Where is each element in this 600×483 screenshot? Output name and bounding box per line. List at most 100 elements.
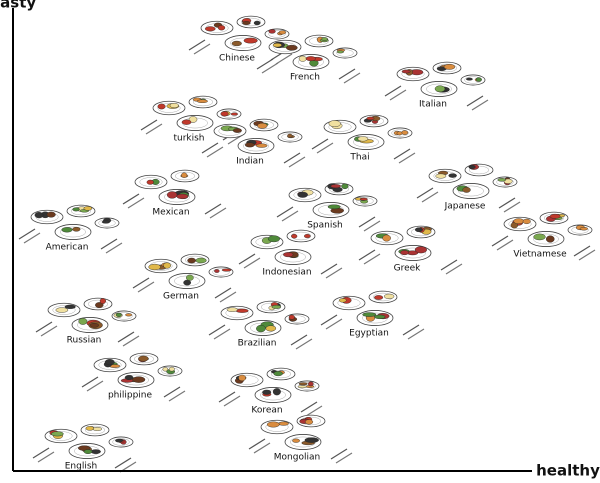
- food: [196, 99, 208, 103]
- food: [383, 293, 395, 299]
- cuisine-label: Mexican: [152, 208, 189, 218]
- cuisine-label: turkish: [173, 134, 204, 144]
- fork: [573, 245, 591, 257]
- plate-rim: [336, 49, 354, 57]
- food: [513, 218, 524, 224]
- fork: [132, 277, 150, 289]
- food: [268, 29, 276, 34]
- plate-rim: [60, 226, 86, 238]
- cuisine-label: Spanish: [307, 221, 343, 231]
- food: [176, 193, 189, 200]
- food: [55, 307, 69, 313]
- plate-rim: [49, 431, 73, 441]
- food: [90, 449, 101, 454]
- food: [267, 235, 280, 243]
- food: [374, 314, 386, 320]
- knife: [295, 338, 313, 350]
- fork: [100, 238, 118, 250]
- cuisine-label: Greek: [394, 264, 422, 274]
- food: [475, 77, 482, 82]
- knife: [578, 249, 596, 261]
- plate-rim: [133, 354, 155, 364]
- fork: [117, 331, 135, 343]
- knife: [127, 197, 145, 209]
- knife: [503, 201, 521, 213]
- knife: [335, 452, 353, 464]
- knife: [288, 156, 306, 168]
- food: [226, 307, 238, 312]
- knife: [305, 405, 323, 417]
- food: [330, 184, 341, 189]
- knife: [219, 291, 237, 303]
- fork: [32, 447, 50, 459]
- knife: [445, 263, 463, 275]
- food: [183, 279, 192, 286]
- food: [266, 421, 280, 428]
- food: [195, 257, 207, 264]
- food: [46, 211, 56, 218]
- fork: [491, 235, 509, 247]
- plate-rim: [281, 133, 299, 141]
- food: [232, 128, 242, 133]
- knife: [363, 220, 381, 232]
- food: [132, 376, 146, 383]
- x-axis-label: healthy: [536, 462, 600, 480]
- plate-rim: [192, 97, 214, 107]
- fork: [35, 321, 53, 333]
- knife: [122, 335, 140, 347]
- plate-rim: [230, 37, 256, 49]
- plate-rim: [468, 165, 490, 175]
- illustrations: [18, 15, 596, 473]
- labels: Chinese French Italian turkish Indian Thai Mex…: [46, 54, 568, 472]
- food: [382, 234, 391, 242]
- cuisine-label: Indonesian: [262, 268, 311, 278]
- food: [288, 314, 295, 320]
- plate-rim: [268, 30, 286, 38]
- food: [374, 295, 384, 300]
- fork: [338, 68, 356, 80]
- food: [89, 323, 99, 328]
- fork: [498, 197, 516, 209]
- fork: [330, 448, 348, 460]
- fork: [402, 324, 420, 336]
- knife: [206, 146, 224, 158]
- fork: [416, 187, 434, 199]
- food: [401, 69, 411, 74]
- knife: [86, 380, 104, 392]
- cuisine-label: American: [46, 243, 89, 253]
- food: [286, 44, 298, 51]
- fork: [311, 138, 329, 150]
- fork: [122, 193, 140, 205]
- food: [104, 359, 115, 366]
- food: [336, 50, 344, 54]
- food: [244, 142, 255, 148]
- food: [466, 77, 473, 81]
- knife: [343, 72, 361, 84]
- knife: [261, 62, 279, 74]
- food: [357, 136, 369, 142]
- knife: [363, 253, 381, 265]
- food: [64, 304, 76, 309]
- food: [95, 302, 104, 308]
- fork: [384, 85, 402, 97]
- fork: [290, 334, 308, 346]
- food: [414, 227, 423, 233]
- fork: [300, 401, 318, 413]
- fork: [256, 58, 274, 70]
- food: [162, 367, 169, 372]
- food: [278, 30, 287, 35]
- food: [272, 43, 282, 48]
- food: [434, 85, 446, 93]
- food: [220, 111, 229, 117]
- food: [401, 130, 409, 135]
- food: [187, 257, 196, 264]
- fork: [188, 39, 206, 51]
- food: [238, 374, 246, 382]
- cuisine-label: Italian: [419, 100, 447, 110]
- food: [262, 389, 272, 395]
- food: [443, 63, 456, 70]
- food: [92, 427, 103, 431]
- plate-rim: [84, 425, 106, 435]
- food: [125, 313, 133, 317]
